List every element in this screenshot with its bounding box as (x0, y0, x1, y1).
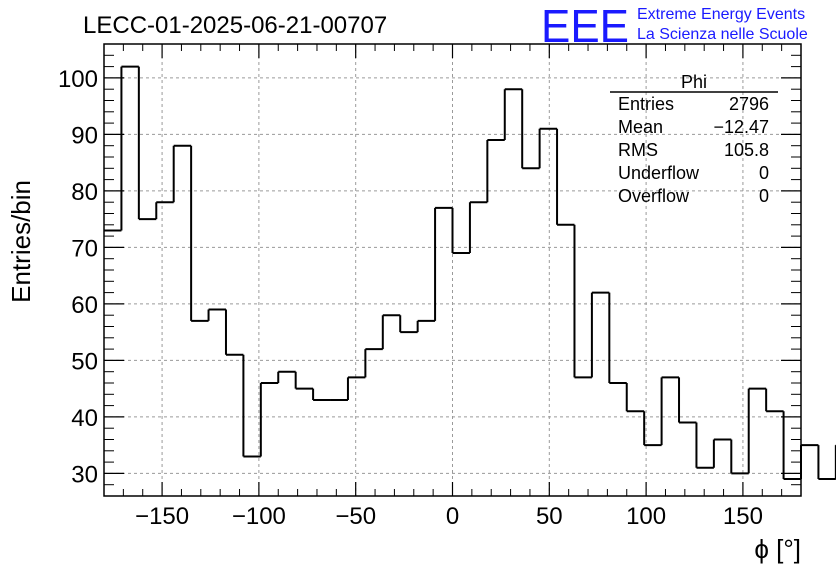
histogram-bin (538, 127, 558, 169)
stats-label-entries: Entries (618, 94, 674, 114)
y-tick-label: 80 (71, 179, 98, 206)
histogram-bin (730, 439, 749, 475)
histogram-bin (643, 411, 662, 447)
histogram-bin (120, 65, 139, 231)
histogram-bin (434, 206, 453, 321)
x-tick-label: −100 (232, 503, 286, 530)
y-tick-label: 30 (71, 461, 98, 488)
histogram-bin (416, 319, 436, 333)
histogram-bin (573, 224, 592, 379)
histogram-bin (712, 438, 732, 468)
histogram-bin (521, 89, 540, 170)
y-tick-label: 40 (71, 405, 98, 432)
histogram-bin (590, 291, 610, 378)
histogram-bin (817, 445, 836, 481)
stats-value-overflow: 0 (759, 186, 769, 206)
histogram-bin (155, 201, 174, 220)
histogram-bin (364, 348, 383, 378)
x-tick-label: −50 (335, 503, 376, 530)
histogram-bin (503, 88, 523, 141)
histogram-bin (224, 309, 244, 356)
y-tick-label: 60 (71, 292, 98, 319)
histogram-bin (381, 314, 401, 350)
stats-value-rms: 105.8 (724, 140, 769, 160)
stats-value-entries: 2796 (729, 94, 769, 114)
histogram-bin (294, 371, 314, 390)
axis-ticks (103, 43, 802, 497)
stats-label-mean: Mean (618, 117, 663, 137)
histogram-bin (346, 376, 366, 400)
stats-value-mean: −12.47 (713, 117, 769, 137)
y-tick-label: 90 (71, 122, 98, 149)
x-axis-label: ϕ [°] (754, 534, 801, 564)
histogram-bin (259, 382, 279, 457)
y-axis-label: Entries/bin (6, 180, 36, 303)
histogram-bin (207, 308, 226, 321)
histogram-bin (486, 139, 505, 203)
eee-logo-mark: EEE (541, 0, 629, 52)
stats-label-overflow: Overflow (618, 186, 690, 206)
histogram-bin (556, 128, 575, 226)
y-tick-label: 100 (58, 66, 98, 93)
y-tick-label: 70 (71, 235, 98, 262)
chart-title: LECC-01-2025-06-21-00707 (83, 12, 387, 39)
histogram-bin (678, 377, 697, 424)
histogram-bin (782, 411, 801, 481)
x-tick-label: 50 (536, 503, 563, 530)
stats-label-underflow: Underflow (618, 163, 700, 183)
histogram-bin (625, 383, 645, 413)
x-tick-label: 150 (723, 503, 763, 530)
x-tick-label: 100 (626, 503, 666, 530)
x-tick-label: −150 (135, 503, 189, 530)
tick-labels: −150 −100 −50 0 50 100 150 30 40 50 60 70 80 90 100 (58, 66, 763, 530)
histogram-bin (399, 315, 418, 334)
histogram-bin (800, 444, 819, 480)
logo-line-1: Extreme Energy Events (637, 6, 805, 23)
histogram-bin (277, 370, 296, 383)
histogram-bin (137, 66, 157, 221)
y-tick-label: 50 (71, 348, 98, 375)
histogram-bin (608, 292, 627, 384)
histogram-bin (312, 388, 331, 401)
histogram-bin (468, 201, 488, 254)
histogram-bin (747, 387, 767, 474)
stats-value-underflow: 0 (759, 163, 769, 183)
logo-line-2: La Scienza nelle Scuole (637, 26, 808, 43)
stats-header: Phi (681, 72, 707, 92)
histogram-bin (190, 145, 209, 322)
histogram-bin (451, 207, 470, 255)
histogram-bin (660, 376, 680, 446)
histogram-bin (765, 388, 784, 413)
histogram-bin (695, 422, 714, 469)
stats-label-rms: RMS (618, 140, 658, 160)
histogram-bin (242, 354, 261, 458)
histogram-bin (172, 144, 192, 203)
x-tick-label: 0 (446, 503, 459, 530)
stats-box: Phi Entries 2796 Mean −12.47 RMS 105.8 U… (610, 72, 778, 206)
